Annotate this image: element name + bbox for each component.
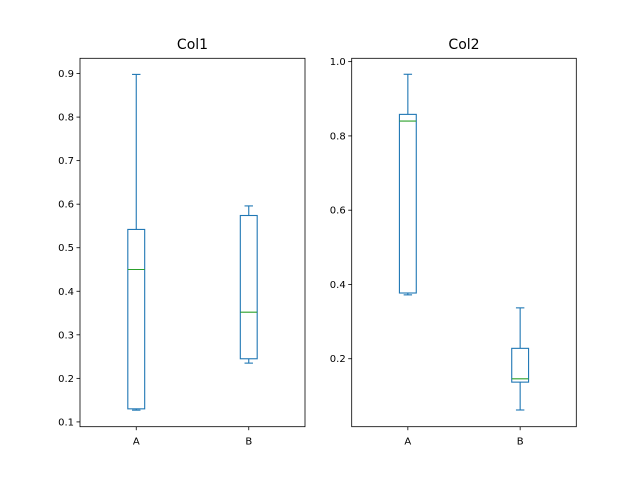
x-tick-label: B <box>245 437 252 448</box>
box-iqr <box>398 113 417 294</box>
y-tick-label: 0.1 <box>58 417 74 428</box>
y-tick-label: 0.9 <box>58 69 74 80</box>
subplot-title: Col1 <box>177 37 208 53</box>
box-a <box>398 73 417 296</box>
box-iqr <box>511 347 530 383</box>
y-tick-label: 0.7 <box>58 156 74 167</box>
y-tick-label: 0.3 <box>58 330 74 341</box>
x-tick-label: A <box>404 437 411 448</box>
axes-frame <box>351 57 577 428</box>
box-a <box>127 73 146 411</box>
y-tick-label: 0.6 <box>58 200 74 211</box>
y-tick-label: 0.4 <box>330 280 346 291</box>
box-b <box>239 205 258 364</box>
box-iqr <box>127 228 146 410</box>
y-tick-label: 0.2 <box>58 374 74 385</box>
y-tick-label: 0.8 <box>58 113 74 124</box>
y-tick-label: 0.6 <box>330 206 346 217</box>
subplot-title: Col2 <box>448 37 479 53</box>
x-tick-label: A <box>133 437 140 448</box>
y-tick-label: 0.5 <box>58 243 74 254</box>
y-tick-label: 1.0 <box>330 57 346 68</box>
axes-frame <box>79 57 306 428</box>
y-tick-label: 0.8 <box>330 131 346 142</box>
x-tick-label: B <box>517 437 524 448</box>
y-tick-label: 0.2 <box>330 354 346 365</box>
box-iqr <box>239 214 258 360</box>
box-b <box>511 307 530 411</box>
subplot-col1: Col1 0.1 0.2 0.3 0.4 0.5 0.6 0.7 0.8 0.9 A B <box>58 37 306 448</box>
subplot-col2: Col2 0.2 0.4 0.6 0.8 1.0 A B <box>330 37 577 448</box>
y-tick-label: 0.4 <box>58 287 74 298</box>
